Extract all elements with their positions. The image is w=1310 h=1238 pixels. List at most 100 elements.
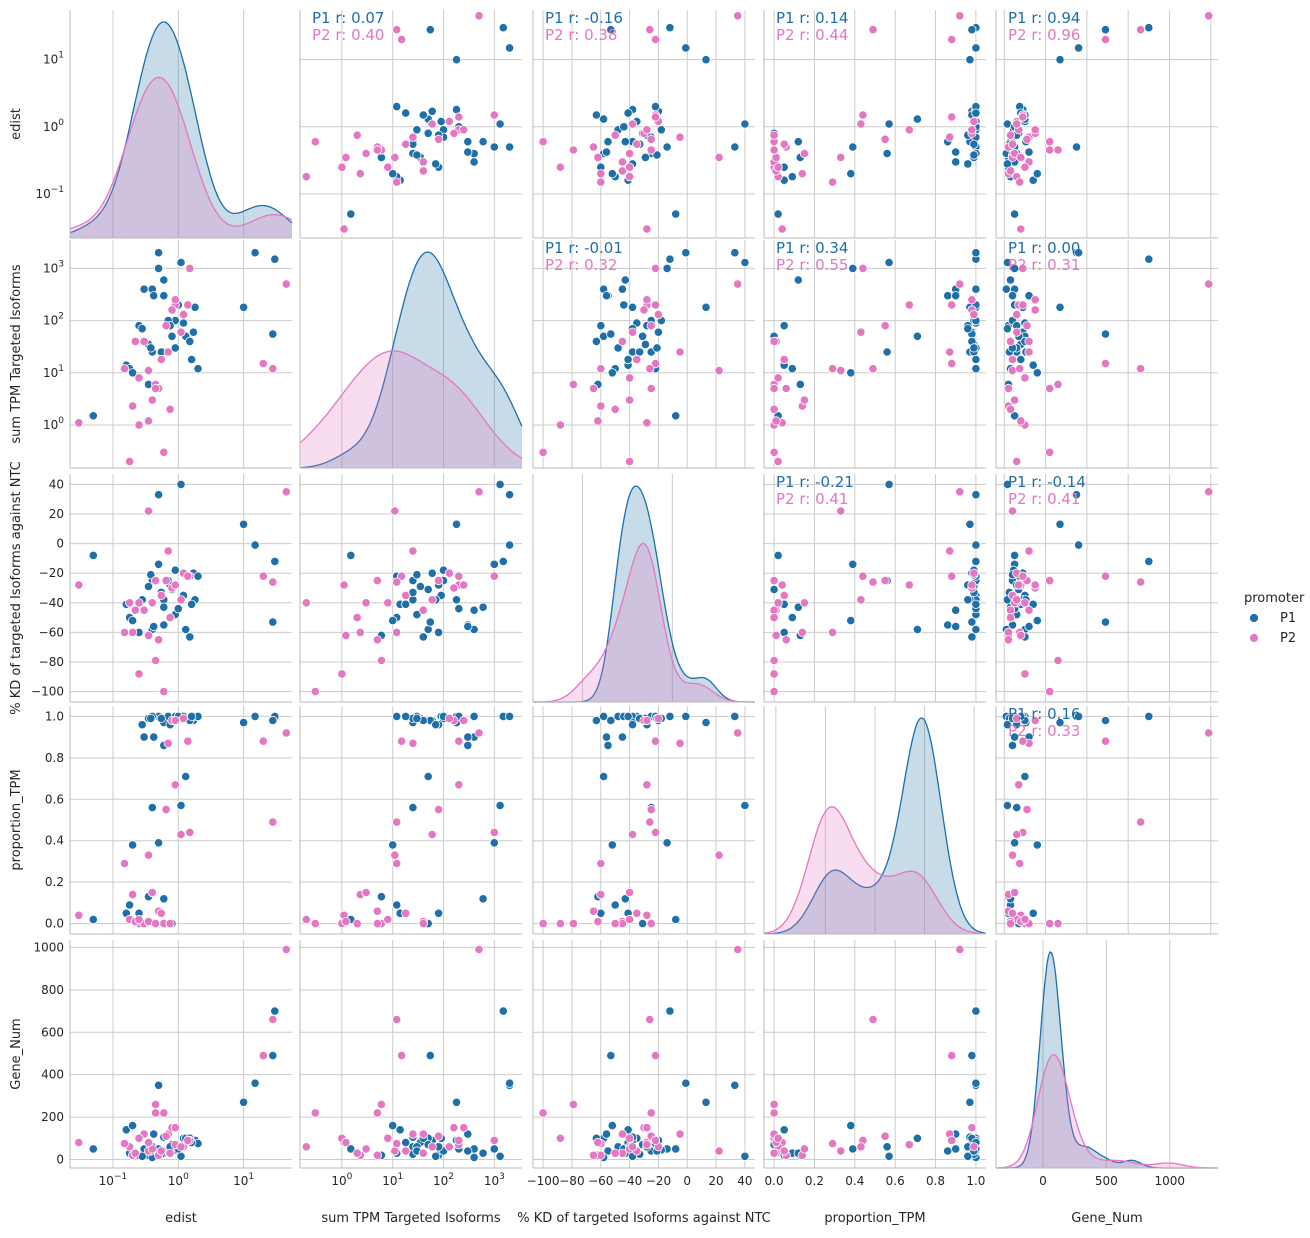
point-P2 [646,134,656,144]
point-P2 [310,137,320,147]
point-P1 [188,327,198,337]
point-P1 [1009,838,1020,848]
point-P2 [969,568,979,578]
point-P2 [376,1099,386,1110]
x-tick-label: 0.4 [845,1174,864,1188]
point-P1 [965,519,975,529]
point-P1 [1074,540,1084,550]
point-P2 [675,738,685,748]
point-P2 [390,850,400,860]
point-P1 [392,102,402,112]
point-P1 [149,1129,159,1139]
point-P1 [463,137,473,147]
y-tick-label: 0.6 [45,792,64,806]
point-P2 [1005,130,1016,140]
point-P2 [134,598,144,608]
point-P1 [1020,771,1030,782]
y-tick-label: 40 [49,477,64,491]
point-P1 [740,1151,750,1161]
point-P2 [408,132,418,142]
point-P1 [176,479,186,489]
point-P1 [88,1144,98,1154]
point-P1 [176,257,186,268]
point-P2 [459,1123,469,1133]
legend-marker-P1 [1249,613,1259,623]
point-P2 [610,130,620,140]
point-P1 [156,713,166,724]
point-P1 [884,1151,894,1161]
point-P2 [339,580,349,590]
point-P2 [383,162,393,172]
point-P1 [884,257,894,268]
point-P1 [971,1078,981,1088]
point-P1 [170,343,180,353]
point-P2 [538,447,548,457]
point-P1 [504,1078,515,1088]
point-P1 [619,300,629,310]
point-P1 [882,148,892,159]
point-P1 [671,411,681,421]
point-P1 [1016,354,1026,365]
point-P1 [967,1051,977,1061]
point-P1 [388,169,398,179]
point-P1 [598,711,609,722]
point-P2 [538,1108,548,1118]
point-P2 [401,590,411,601]
point-P2 [268,1014,278,1025]
point-P2 [459,580,469,590]
point-P1 [88,550,98,561]
legend-title: promoter [1244,591,1305,606]
point-P1 [1032,368,1042,378]
point-P2 [125,598,135,608]
point-P2 [1012,595,1022,605]
point-P2 [650,1135,661,1146]
point-P2 [596,889,606,900]
point-P2 [945,546,955,556]
point-P2 [779,139,789,149]
point-P2 [444,116,454,127]
point-P2 [427,1142,437,1152]
point-P2 [858,571,868,581]
point-P2 [178,713,189,724]
point-P1 [185,632,195,642]
point-P2 [1020,598,1030,608]
point-P2 [904,1140,914,1150]
point-P2 [163,347,173,357]
kde-fill-P2 [300,351,522,468]
point-P2 [955,279,965,289]
point-P2 [642,715,652,726]
point-P2 [868,577,878,587]
corr-label-p1: P1 r: 0.94 [1008,9,1080,27]
point-P1 [1071,490,1082,500]
point-P2 [1016,630,1026,641]
point-P1 [951,1144,961,1154]
point-P1 [128,615,138,626]
point-P2 [945,132,955,142]
point-P2 [1136,577,1146,587]
point-P2 [161,1131,171,1141]
point-P2 [444,1142,454,1152]
point-P1 [1002,720,1013,730]
point-P1 [463,1129,473,1139]
y-tick-exponent: 2 [58,312,64,322]
point-P1 [1009,411,1020,421]
point-P2 [650,736,661,746]
point-P2 [258,736,268,746]
point-P2 [130,605,140,615]
point-P1 [656,125,666,135]
y-tick-label: 600 [41,1025,64,1039]
point-P1 [128,1121,138,1131]
point-P1 [147,802,157,813]
x-tick-exponent: 2 [448,1172,454,1182]
point-P2 [427,119,437,129]
legend-label-P1: P1 [1280,611,1296,626]
point-P1 [478,894,488,904]
point-P1 [167,331,177,341]
point-P2 [383,598,393,608]
point-P2 [281,944,291,955]
x-axis-label: Gene_Num [1071,1211,1142,1226]
point-P2 [134,669,144,679]
point-P2 [588,142,599,152]
kde-fill-P1 [764,718,986,934]
point-P2 [555,1133,566,1143]
